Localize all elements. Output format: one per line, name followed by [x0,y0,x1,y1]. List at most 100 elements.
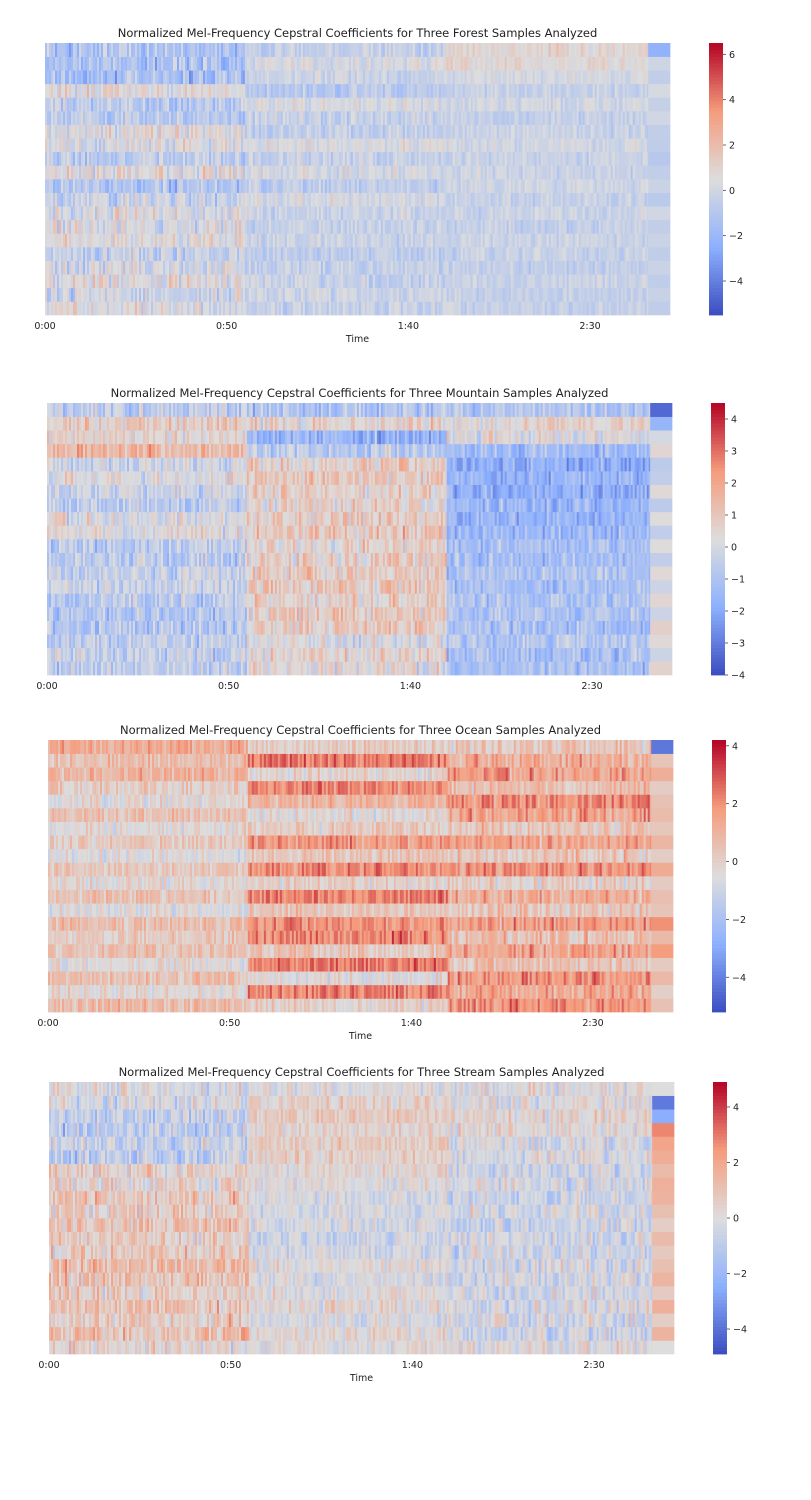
heatmap-cell [496,206,500,221]
heatmap-cell [296,97,300,112]
heatmap-cell [55,233,58,248]
heatmap-cell [334,287,338,302]
heatmap-cell [366,274,370,289]
heatmap-cell [280,247,284,261]
heatmap-cell [272,70,276,85]
heatmap-cell [243,260,246,275]
heatmap-cell [462,179,466,193]
heatmap-cell [191,274,194,289]
heatmap-cell [508,70,512,85]
heatmap-cell [490,70,494,85]
heatmap-cell [45,56,48,71]
heatmap-cell [450,43,454,57]
heatmap-cell [522,138,526,153]
heatmap-cell [129,83,132,98]
heatmap-cell [145,56,148,71]
heatmap-cell [324,138,328,153]
heatmap-cell [464,206,468,221]
heatmap-cell [266,247,270,261]
heatmap-cell [402,151,406,166]
heatmap-cell [254,260,258,275]
heatmap-cell [101,43,104,57]
heatmap-cell [254,274,258,289]
heatmap-cell [229,247,232,261]
heatmap-cell [237,124,240,139]
heatmap-cell [462,70,466,85]
heatmap-cell [374,124,378,139]
heatmap-cell [338,206,342,221]
heatmap-cell [189,138,192,153]
heatmap-cell [135,138,138,153]
heatmap-cell [420,83,424,98]
heatmap-cell [362,192,366,207]
heatmap-cell [414,43,418,57]
heatmap-cell [370,206,374,221]
heatmap-cell [520,151,524,166]
heatmap-cell [306,179,310,193]
heatmap-cell [89,301,92,316]
heatmap-cell [248,111,252,125]
heatmap-cell [264,260,268,275]
heatmap-cell [89,260,92,275]
heatmap-cell [428,43,432,57]
heatmap-cell [442,301,446,316]
heatmap-cell [103,97,106,112]
heatmap-cell [69,70,72,85]
heatmap-cell [53,206,56,221]
heatmap-cell [278,219,282,234]
heatmap-cell [47,151,50,166]
heatmap-cell [59,97,62,112]
heatmap-cell [125,247,128,261]
heatmap-cell [490,124,494,139]
heatmap-cell [490,97,494,112]
heatmap-cell [366,56,370,71]
heatmap-cell [410,151,414,166]
heatmap-cell [338,138,342,153]
heatmap-cell [528,83,532,98]
heatmap-cell [482,247,486,261]
heatmap-cell [105,138,108,153]
heatmap-cell [458,287,462,302]
heatmap-cell [258,287,262,302]
heatmap-cell [368,56,372,71]
heatmap-cell [211,274,214,289]
heatmap-cell [272,124,276,139]
heatmap-cell [121,233,124,248]
heatmap-cell [350,111,354,125]
heatmap-cell [324,97,328,112]
heatmap-cell [396,111,400,125]
heatmap-cell [225,260,228,275]
heatmap-cell [312,219,316,234]
heatmap-cell [322,192,326,207]
heatmap-cell [63,70,66,85]
heatmap-cell [472,97,476,112]
heatmap-cell [398,301,402,316]
heatmap-cell [366,97,370,112]
heatmap-cell [262,70,266,85]
heatmap-cell [348,260,352,275]
heatmap-cell [123,179,126,193]
heatmap-cell [498,138,502,153]
heatmap-cell [372,192,376,207]
heatmap-cell [91,97,94,112]
heatmap-cell [103,83,106,98]
heatmap-cell [392,219,396,234]
heatmap-cell [532,97,536,112]
heatmap-cell [370,83,374,98]
heatmap-cell [374,165,378,180]
heatmap-cell [211,206,214,221]
heatmap-cell [318,287,322,302]
heatmap-cell [260,83,264,98]
heatmap-cell [57,56,60,71]
heatmap-cell [434,124,438,139]
heatmap-cell [81,124,84,139]
heatmap-cell [364,192,368,207]
heatmap-cell [316,247,320,261]
heatmap-cell [207,83,210,98]
heatmap-cell [157,179,160,193]
heatmap-cell [410,165,414,180]
heatmap-cell [330,219,334,234]
heatmap-cell [276,111,280,125]
heatmap-cell [494,151,498,166]
heatmap-cell [185,260,188,275]
